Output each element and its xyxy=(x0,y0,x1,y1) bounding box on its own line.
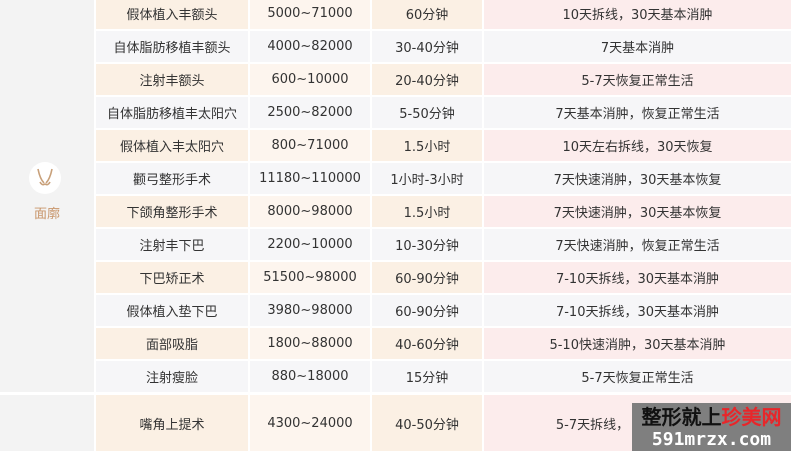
table-row: 下巴矫正术 51500~98000 60-90分钟 7-10天拆线，30天基本消肿 xyxy=(96,262,791,293)
recovery: 10天拆线，30天基本消肿 xyxy=(484,0,791,29)
table-row: 假体植入丰太阳穴 800~71000 1.5小时 10天左右拆线，30天恢复 xyxy=(96,130,791,161)
procedure-name: 下巴矫正术 xyxy=(96,262,248,293)
duration: 40-60分钟 xyxy=(372,328,482,359)
duration: 10-30分钟 xyxy=(372,229,482,260)
procedure-name: 假体植入丰额头 xyxy=(96,0,248,29)
price-range: 800~71000 xyxy=(250,130,370,161)
duration: 1.5小时 xyxy=(372,130,482,161)
table-row: 下颌角整形手术 8000~98000 1.5小时 7天快速消肿，30天基本恢复 xyxy=(96,196,791,227)
duration: 1小时-3小时 xyxy=(372,163,482,194)
watermark: 整形就上珍美网 591mrzx.com xyxy=(632,403,791,451)
watermark-url: 591mrzx.com xyxy=(651,429,772,450)
table-row: 注射瘦脸 880~18000 15分钟 5-7天恢复正常生活 xyxy=(96,361,791,392)
procedure-name: 下颌角整形手术 xyxy=(96,196,248,227)
price-range: 51500~98000 xyxy=(250,262,370,293)
recovery: 5-7天恢复正常生活 xyxy=(484,361,791,392)
recovery: 7天快速消肿，恢复正常生活 xyxy=(484,229,791,260)
recovery: 7天基本消肿，恢复正常生活 xyxy=(484,97,791,128)
duration: 20-40分钟 xyxy=(372,64,482,95)
table-row: 面部吸脂 1800~88000 40-60分钟 5-10快速消肿，30天基本消肿 xyxy=(96,328,791,359)
price-range: 11180~110000 xyxy=(250,163,370,194)
price-range: 3980~98000 xyxy=(250,295,370,326)
duration: 40-50分钟 xyxy=(372,395,482,451)
duration: 60-90分钟 xyxy=(372,262,482,293)
recovery: 7天基本消肿 xyxy=(484,31,791,62)
procedure-name: 面部吸脂 xyxy=(96,328,248,359)
duration: 1.5小时 xyxy=(372,196,482,227)
category-cell-face-contour xyxy=(0,0,94,392)
category-label: 面廓 xyxy=(33,207,60,222)
procedure-name: 自体脂肪移植丰太阳穴 xyxy=(96,97,248,128)
price-range: 2500~82000 xyxy=(250,97,370,128)
price-range: 4300~24000 xyxy=(250,395,370,451)
table-row: 假体植入垫下巴 3980~98000 60-90分钟 7-10天拆线，30天基本消肿 xyxy=(96,295,791,326)
recovery: 5-10快速消肿，30天基本消肿 xyxy=(484,328,791,359)
price-range: 880~18000 xyxy=(250,361,370,392)
recovery: 5-7天恢复正常生活 xyxy=(484,64,791,95)
duration: 5-50分钟 xyxy=(372,97,482,128)
duration: 15分钟 xyxy=(372,361,482,392)
table-row: 自体脂肪移植丰额头 4000~82000 30-40分钟 7天基本消肿 xyxy=(96,31,791,62)
price-range: 600~10000 xyxy=(250,64,370,95)
price-range: 1800~88000 xyxy=(250,328,370,359)
table-row: 注射丰下巴 2200~10000 10-30分钟 7天快速消肿，恢复正常生活 xyxy=(96,229,791,260)
duration: 30-40分钟 xyxy=(372,31,482,62)
face-contour-icon xyxy=(29,162,61,194)
recovery: 7-10天拆线，30天基本消肿 xyxy=(484,262,791,293)
price-range: 2200~10000 xyxy=(250,229,370,260)
procedure-name: 假体植入丰太阳穴 xyxy=(96,130,248,161)
procedure-name: 注射丰额头 xyxy=(96,64,248,95)
recovery: 7天快速消肿，30天基本恢复 xyxy=(484,196,791,227)
recovery: 7天快速消肿，30天基本恢复 xyxy=(484,163,791,194)
table-row: 自体脂肪移植丰太阳穴 2500~82000 5-50分钟 7天基本消肿，恢复正常生活 xyxy=(96,97,791,128)
recovery: 10天左右拆线，30天恢复 xyxy=(484,130,791,161)
category-cell-next xyxy=(0,395,94,451)
duration: 60-90分钟 xyxy=(372,295,482,326)
procedure-name: 自体脂肪移植丰额头 xyxy=(96,31,248,62)
procedure-name: 嘴角上提术 xyxy=(96,395,248,451)
table-row: 注射丰额头 600~10000 20-40分钟 5-7天恢复正常生活 xyxy=(96,64,791,95)
price-range: 4000~82000 xyxy=(250,31,370,62)
watermark-text: 整形就上 xyxy=(641,405,722,429)
recovery: 7-10天拆线，30天基本消肿 xyxy=(484,295,791,326)
price-range: 8000~98000 xyxy=(250,196,370,227)
procedure-name: 颧弓整形手术 xyxy=(96,163,248,194)
procedure-name: 注射丰下巴 xyxy=(96,229,248,260)
table-row: 假体植入丰额头 5000~71000 60分钟 10天拆线，30天基本消肿 xyxy=(96,0,791,29)
table-row: 颧弓整形手术 11180~110000 1小时-3小时 7天快速消肿，30天基本恢复 xyxy=(96,163,791,194)
procedure-name: 注射瘦脸 xyxy=(96,361,248,392)
price-range: 5000~71000 xyxy=(250,0,370,29)
procedure-name: 假体植入垫下巴 xyxy=(96,295,248,326)
duration: 60分钟 xyxy=(372,0,482,29)
watermark-brand: 珍美网 xyxy=(721,405,782,429)
